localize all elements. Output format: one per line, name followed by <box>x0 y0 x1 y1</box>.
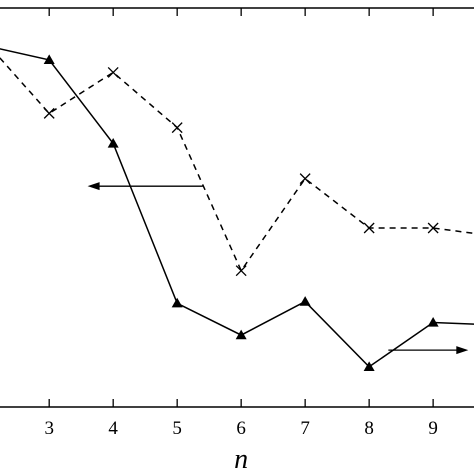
series-1-point <box>171 297 183 308</box>
series-2-point <box>363 222 375 234</box>
arrow-left <box>87 182 203 191</box>
series-2-point <box>299 173 311 185</box>
arrow-right <box>388 346 469 355</box>
x-tick-label-9: 9 <box>428 418 438 439</box>
series-2-point <box>171 122 183 134</box>
x-tick-label-6: 6 <box>236 418 246 439</box>
x-tick-label-4: 4 <box>108 418 118 439</box>
x-tick-label-8: 8 <box>364 418 374 439</box>
series-2-line <box>0 56 474 273</box>
series-1-point <box>427 317 439 327</box>
x-tick-label-5: 5 <box>172 418 182 439</box>
x-axis-label: n <box>234 444 248 474</box>
series-1-point <box>363 361 375 371</box>
series-1-point <box>235 329 247 340</box>
series-2-point <box>235 265 247 277</box>
series-2-point <box>43 107 55 119</box>
series-layer <box>0 48 474 371</box>
annotation-layer <box>87 182 469 355</box>
series-1-point <box>107 138 119 148</box>
x-tick-label-3: 3 <box>44 418 54 439</box>
series-1-point <box>43 54 55 64</box>
plot-frame <box>0 7 474 408</box>
arrow-head <box>456 346 469 355</box>
series-1 <box>0 48 474 371</box>
series-2 <box>0 56 474 277</box>
x-tick-label-7: 7 <box>300 418 310 439</box>
x-axis-ticks: 3 4 5 6 7 8 9 <box>44 8 438 439</box>
series-2-point <box>107 66 119 78</box>
arrow-head <box>87 182 100 191</box>
series-2-point <box>427 222 439 234</box>
series-1-line <box>0 48 474 368</box>
series-1-point <box>299 296 311 306</box>
